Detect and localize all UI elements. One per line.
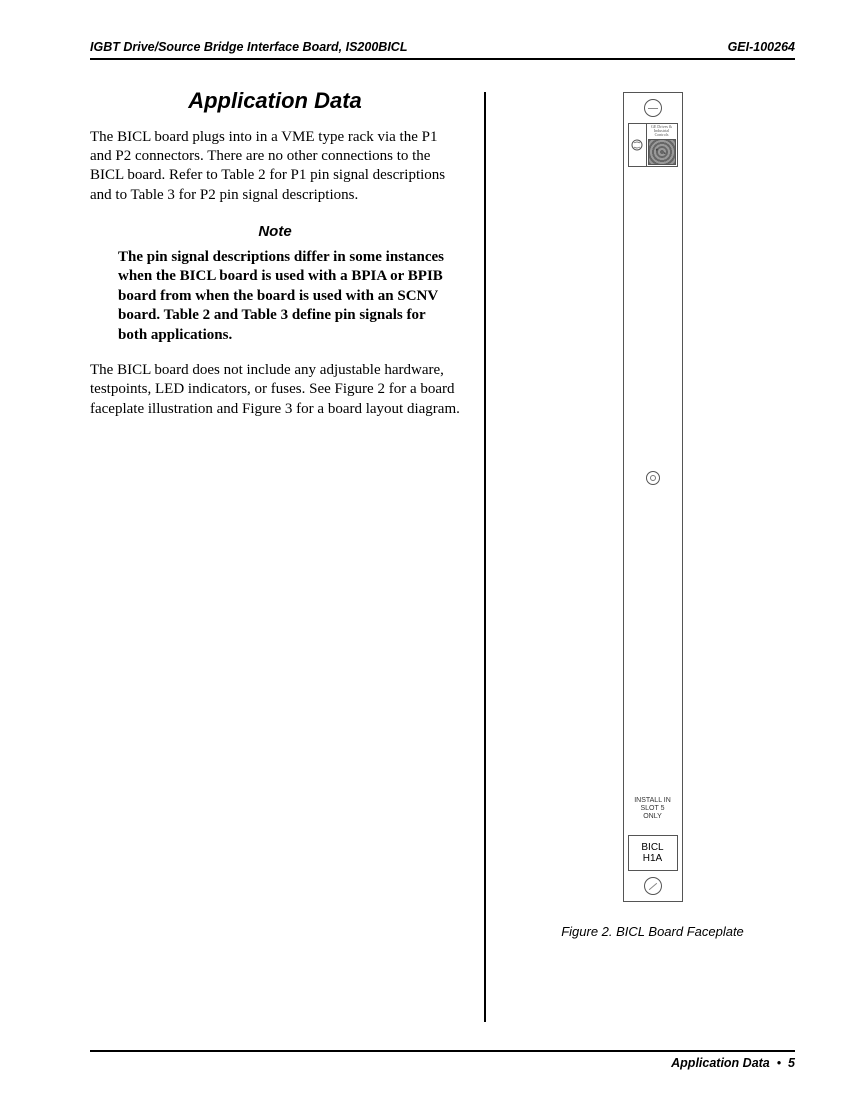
section-title: Application Data xyxy=(90,88,460,114)
bicl-line-2: H1A xyxy=(643,853,662,865)
brand-label-box: GE Drives & Industrial Controls xyxy=(628,123,678,167)
install-line-3: ONLY xyxy=(624,813,682,821)
figure-caption: Figure 2. BICL Board Faceplate xyxy=(561,924,744,939)
header-left: IGBT Drive/Source Bridge Interface Board… xyxy=(90,40,407,54)
footer-section: Application Data xyxy=(671,1056,770,1070)
note-heading: Note xyxy=(90,223,460,240)
center-ring-icon xyxy=(646,471,660,485)
page-footer: Application Data • 5 xyxy=(90,1050,795,1070)
page-header: IGBT Drive/Source Bridge Interface Board… xyxy=(90,40,795,60)
note-body: The pin signal descriptions differ in so… xyxy=(118,248,452,346)
faceplate-diagram: GE Drives & Industrial Controls INSTALL … xyxy=(623,92,683,902)
install-label: INSTALL IN SLOT 5 ONLY xyxy=(624,797,682,821)
paragraph-1: The BICL board plugs into in a VME type … xyxy=(90,128,460,205)
footer-bullet-icon: • xyxy=(773,1056,788,1070)
header-right: GEI-100264 xyxy=(728,40,795,54)
bicl-line-1: BICL xyxy=(641,842,663,854)
paragraph-2: The BICL board does not include any adju… xyxy=(90,361,460,419)
ge-logo-icon xyxy=(629,124,647,166)
left-column: Application Data The BICL board plugs in… xyxy=(90,88,460,1022)
screw-top-icon xyxy=(644,99,662,117)
bicl-label-box: BICL H1A xyxy=(628,835,678,871)
right-column: GE Drives & Industrial Controls INSTALL … xyxy=(510,88,795,1022)
brand-graphic-icon xyxy=(648,139,676,165)
footer-page: 5 xyxy=(788,1056,795,1070)
screw-bottom-icon xyxy=(644,877,662,895)
column-divider xyxy=(484,92,486,1022)
install-line-1: INSTALL IN xyxy=(624,797,682,805)
brand-text: GE Drives & Industrial Controls xyxy=(647,124,677,138)
install-line-2: SLOT 5 xyxy=(624,805,682,813)
